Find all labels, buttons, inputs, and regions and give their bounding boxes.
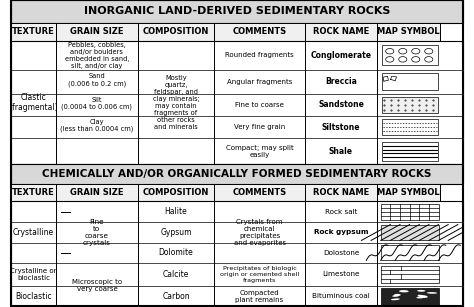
Text: TEXTURE: TEXTURE [12,188,55,197]
Text: Fine to coarse: Fine to coarse [235,102,284,108]
Text: COMMENTS: COMMENTS [233,188,287,197]
Text: Clay
(less than 0.0004 cm): Clay (less than 0.0004 cm) [60,119,134,133]
Text: Halite: Halite [164,207,187,216]
Text: Calcite: Calcite [163,270,189,279]
Bar [382,142,438,161]
Text: Dolomite: Dolomite [159,248,193,257]
Bar [11,41,463,165]
Text: INORGANIC LAND-DERIVED SEDIMENTARY ROCKS: INORGANIC LAND-DERIVED SEDIMENTARY ROCKS [84,6,390,17]
Bar [381,288,438,305]
Text: ROCK NAME: ROCK NAME [313,188,369,197]
Text: Rounded fragments: Rounded fragments [225,52,294,58]
Text: CHEMICALLY AND/OR ORGANICALLY FORMED SEDIMENTARY ROCKS: CHEMICALLY AND/OR ORGANICALLY FORMED SED… [42,169,432,179]
Bar [214,185,305,201]
Text: Crystalline or
bioclastic: Crystalline or bioclastic [10,268,57,281]
Bar [382,73,438,90]
Bar [377,185,440,201]
Bar [382,119,438,135]
Text: MAP SYMBOL: MAP SYMBOL [377,188,440,197]
Text: Sand
(0.006 to 0.2 cm): Sand (0.006 to 0.2 cm) [68,73,126,87]
Text: Mostly
quartz,
feldspar, and
clay minerals;
may contain
fragments of
other rocks: Mostly quartz, feldspar, and clay minera… [153,75,200,130]
Text: Precipitates of biologic
origin or cemented shell
fragments: Precipitates of biologic origin or cemen… [220,266,299,282]
Ellipse shape [391,298,400,300]
Text: COMPOSITION: COMPOSITION [143,188,209,197]
Text: Shale: Shale [329,147,353,156]
Text: Bioclastic: Bioclastic [15,292,52,301]
Text: Silt
(0.0004 to 0.006 cm): Silt (0.0004 to 0.006 cm) [62,97,132,110]
Bar [381,245,438,260]
Text: Crystalline: Crystalline [13,227,54,236]
Text: Limestone: Limestone [322,271,360,277]
Bar [305,23,377,41]
Text: Rock salt: Rock salt [325,209,357,215]
Text: Microscopic to
very coarse: Microscopic to very coarse [72,278,122,292]
Bar [11,23,56,41]
Ellipse shape [417,290,425,292]
Ellipse shape [392,295,399,297]
Text: Angular fragments: Angular fragments [227,79,292,85]
Text: Sandstone: Sandstone [318,100,364,109]
Ellipse shape [399,290,409,292]
Text: Dolostone: Dolostone [323,250,359,256]
Bar [137,23,214,41]
Bar [11,201,463,307]
Text: Rock gypsum: Rock gypsum [314,229,368,235]
Bar [381,204,438,220]
Text: GRAIN SIZE: GRAIN SIZE [70,27,124,36]
Text: ROCK NAME: ROCK NAME [313,27,369,36]
Text: COMMENTS: COMMENTS [233,27,287,36]
Bar [137,185,214,201]
Ellipse shape [418,295,428,298]
Bar [382,97,438,113]
Bar [381,224,438,240]
Text: Gypsum: Gypsum [160,228,192,237]
Text: Breccia: Breccia [325,77,357,86]
Text: Compact; may split
easily: Compact; may split easily [226,145,293,158]
Text: Carbon: Carbon [162,292,190,301]
Text: Crystals from
chemical
precipitates
and evaporites: Crystals from chemical precipitates and … [234,219,286,246]
Bar [56,185,137,201]
Ellipse shape [416,296,428,298]
Text: Fine
to
coarse
crystals: Fine to coarse crystals [83,219,111,246]
Text: COMPOSITION: COMPOSITION [143,27,209,36]
Text: Very fine grain: Very fine grain [234,124,285,130]
Text: Compacted
plant remains: Compacted plant remains [236,290,284,303]
Text: Siltstone: Siltstone [322,123,360,132]
Text: MAP SYMBOL: MAP SYMBOL [377,27,440,36]
Bar [11,165,463,185]
Text: GRAIN SIZE: GRAIN SIZE [70,188,124,197]
Bar [382,45,438,65]
Ellipse shape [394,294,401,296]
Text: Conglomerate: Conglomerate [310,51,372,60]
Bar [305,185,377,201]
Bar [214,23,305,41]
Bar [56,23,137,41]
Bar [11,0,463,23]
Text: Clastic
(fragmental): Clastic (fragmental) [9,93,58,112]
Text: TEXTURE: TEXTURE [12,27,55,36]
Text: Bituminous coal: Bituminous coal [312,293,370,300]
Bar [11,185,56,201]
Bar [381,266,438,283]
Bar [377,23,440,41]
Ellipse shape [427,292,437,294]
Text: Pebbles, cobbles,
and/or boulders
embedded in sand,
silt, and/or clay: Pebbles, cobbles, and/or boulders embedd… [64,42,129,69]
